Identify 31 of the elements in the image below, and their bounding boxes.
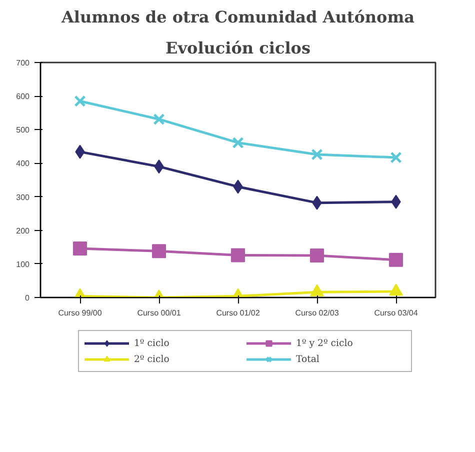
x-tick-label: Curso 00/01	[137, 308, 182, 318]
x-tick-label: Curso 01/02	[216, 308, 260, 318]
y-tick-label: 700	[16, 58, 30, 68]
y-tick-label: 400	[16, 159, 30, 168]
legend-label: 1º y 2º ciclo	[296, 336, 354, 350]
x-tick-label: Curso 02/03	[295, 308, 340, 318]
chart-title: Alumnos de otra Comunidad Autónoma	[60, 8, 415, 26]
legend-label: Total	[296, 352, 320, 366]
point	[310, 248, 324, 263]
point	[152, 244, 166, 258]
y-tick-label: 600	[16, 92, 30, 102]
point	[310, 284, 324, 296]
point	[389, 252, 403, 267]
point	[153, 113, 165, 126]
point	[231, 248, 245, 262]
x-tick-label: Curso 03/04	[374, 308, 418, 318]
point	[389, 283, 403, 296]
y-tick-label: 100	[16, 260, 30, 269]
y-tick-label: 200	[16, 226, 30, 236]
point	[390, 152, 402, 164]
y-tick-label: 300	[16, 192, 30, 202]
point	[232, 136, 244, 149]
point	[74, 95, 86, 107]
y-tick-label: 0	[25, 294, 30, 302]
point	[73, 241, 87, 256]
legend-label: 2º ciclo	[134, 352, 170, 366]
chart-subtitle: Evolución ciclos	[166, 38, 310, 58]
legend-label: 1º ciclo	[134, 336, 170, 350]
point	[311, 148, 323, 160]
y-tick-label: 500	[16, 126, 30, 135]
x-tick-label: Curso 99/00	[58, 308, 102, 318]
